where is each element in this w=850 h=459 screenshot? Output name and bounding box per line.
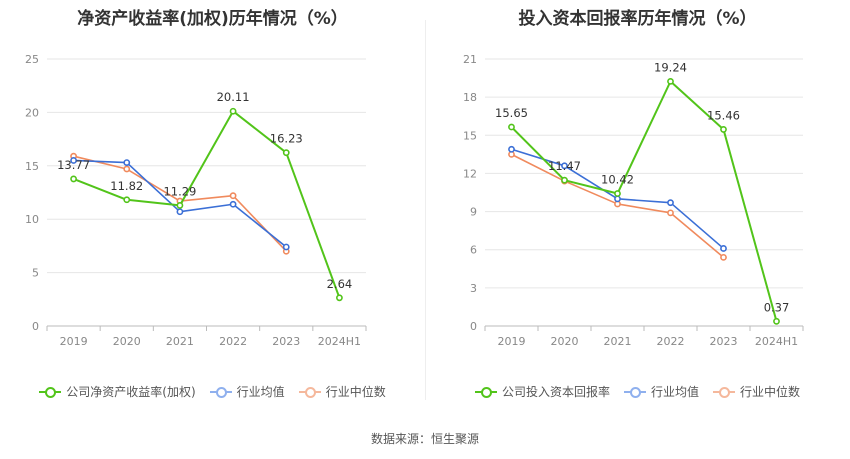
data-label: 11.47 [548,159,581,173]
y-tick-label: 5 [32,267,39,280]
y-tick-label: 9 [470,206,477,219]
data-point[interactable] [720,253,727,261]
legend-swatch-icon [209,386,232,398]
data-source-note: 数据来源：恒生聚源 [370,432,479,446]
data-point[interactable] [336,294,343,302]
y-tick-label: 6 [470,244,477,257]
y-tick-label: 18 [463,91,477,104]
legend-label: 行业均值 [236,385,285,399]
legend-label: 行业均值 [650,385,699,399]
legend-swatch-icon [39,386,62,398]
x-tick-label: 2024H1 [755,335,798,348]
data-label: 20.11 [217,90,250,104]
panel-divider [425,20,426,400]
data-label: 11.82 [110,179,143,193]
series-line [510,80,778,322]
x-tick-label: 2023 [272,335,300,348]
legend-swatch-icon [623,386,646,398]
data-point[interactable] [667,199,674,207]
data-point[interactable] [176,208,184,216]
x-tick-label: 2021 [604,335,632,348]
y-tick-label: 25 [25,53,39,66]
y-tick-label: 15 [463,129,477,142]
data-label: 15.46 [707,108,740,122]
legend-item-company[interactable]: 公司投入资本回报率 [474,383,610,400]
y-tick-label: 0 [470,320,477,333]
x-tick-label: 2019 [498,335,526,348]
x-tick-label: 2024H1 [318,335,361,348]
data-point[interactable] [70,157,77,164]
data-point[interactable] [720,126,727,133]
data-label: 16.23 [270,132,303,146]
data-label: 15.65 [495,106,528,120]
data-point[interactable] [123,159,131,166]
chart-legend: 公司投入资本回报率 行业均值 行业中位数 [425,383,850,400]
legend-swatch-icon [298,386,321,398]
data-label: 2.64 [327,277,353,291]
chart-title: 净资产收益率(加权)历年情况（%） [77,9,348,29]
data-label: 13.77 [57,158,90,172]
data-point[interactable] [508,145,515,153]
data-point[interactable] [282,243,290,251]
data-point[interactable] [229,192,237,200]
roe-chart-panel: 净资产收益率(加权)历年情况（%） 0 5 10 15 20 25 2019 2020 2021… [0,0,425,410]
data-label: 0.37 [764,300,790,314]
data-point[interactable] [229,200,237,208]
data-point[interactable] [614,195,621,203]
data-point[interactable] [70,175,77,183]
x-tick-label: 2023 [710,335,738,348]
y-tick-label: 0 [32,320,39,333]
data-label: 19.24 [654,60,687,74]
y-tick-label: 20 [25,106,39,119]
legend-label: 公司投入资本回报率 [501,385,610,399]
data-point[interactable] [282,149,290,157]
data-point[interactable] [773,317,780,325]
legend-item-industry-median[interactable]: 行业中位数 [298,383,386,400]
data-point[interactable] [667,209,674,217]
x-tick-label: 2020 [551,335,579,348]
x-tick-label: 2020 [113,335,141,348]
x-tick-label: 2019 [60,335,88,348]
chart-title: 投入资本回报率历年情况（%） [518,9,757,29]
legend-label: 行业中位数 [325,385,386,399]
data-point[interactable] [176,202,184,209]
legend-item-industry-mean[interactable]: 行业均值 [209,383,285,400]
legend-swatch-icon [474,386,497,398]
legend-item-industry-mean[interactable]: 行业均值 [623,383,699,400]
legend-item-industry-median[interactable]: 行业中位数 [713,383,800,400]
data-label: 11.29 [163,184,196,198]
y-tick-label: 21 [463,53,477,66]
legend-label: 公司净资产收益率(加权) [66,385,196,399]
series-line [73,110,341,299]
data-point[interactable] [720,245,727,252]
x-tick-label: 2022 [657,335,685,348]
data-point[interactable] [614,190,621,197]
data-label: 10.42 [601,173,634,187]
y-tick-label: 15 [25,160,39,173]
legend-label: 行业中位数 [740,385,801,399]
data-point[interactable] [229,107,237,115]
data-point[interactable] [508,123,515,131]
data-point[interactable] [123,196,131,204]
y-tick-label: 10 [25,213,39,226]
legend-swatch-icon [713,386,735,398]
data-point[interactable] [561,176,568,184]
data-point[interactable] [561,162,568,170]
chart-legend: 公司净资产收益率(加权) 行业均值 行业中位数 [0,383,425,400]
roic-line-chart: 0 3 6 9 12 15 18 21 2019 2020 2021 2022 2023 2024H1 15… [463,53,804,348]
roic-chart-panel: 投入资本回报率历年情况（%） 0 3 6 9 12 15 18 21 2019 2020 2021 2… [425,0,850,410]
legend-item-company[interactable]: 公司净资产收益率(加权) [39,383,196,400]
y-tick-label: 3 [470,282,477,295]
x-tick-label: 2021 [166,335,194,348]
y-tick-label: 12 [463,167,477,180]
roe-line-chart: 0 5 10 15 20 25 2019 2020 2021 2022 2023 2024H1 13.7… [25,53,367,348]
x-tick-label: 2022 [219,335,247,348]
data-point[interactable] [123,165,131,173]
data-point[interactable] [667,77,674,85]
